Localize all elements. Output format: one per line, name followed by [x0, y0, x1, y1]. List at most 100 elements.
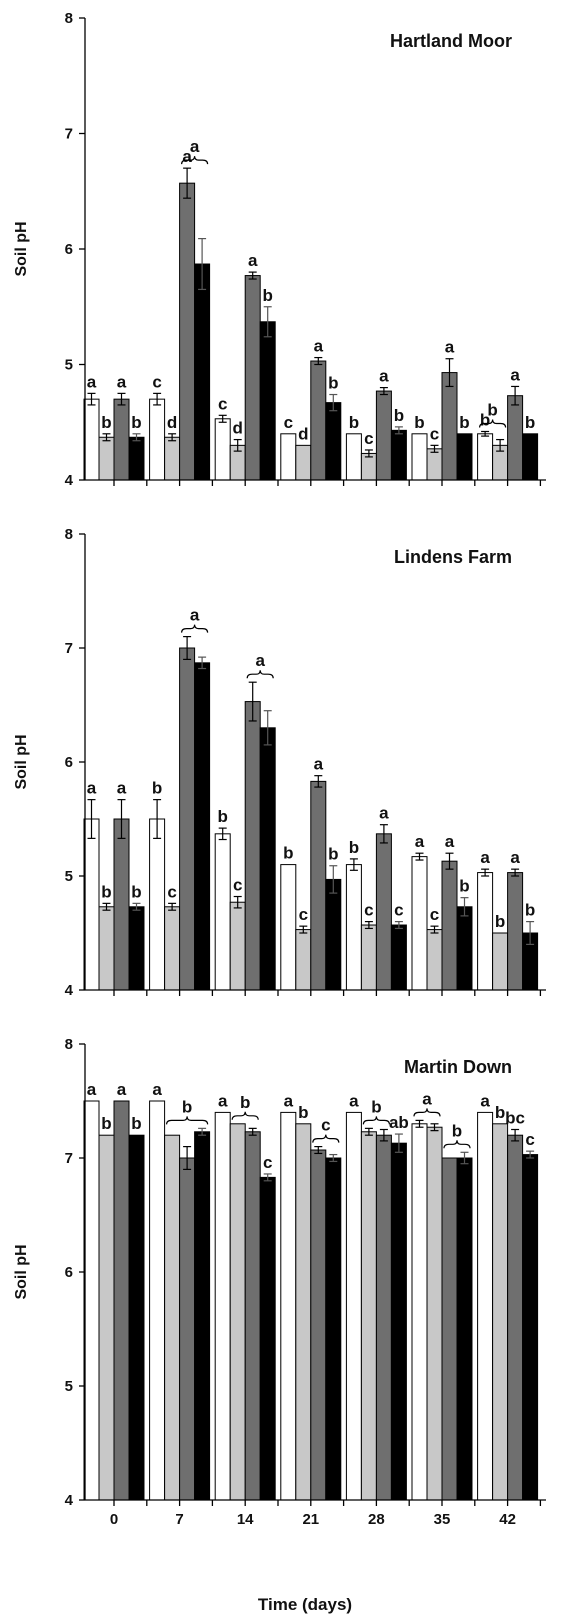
significance-label: a: [87, 1080, 97, 1099]
significance-bracket: [362, 1116, 390, 1125]
error-bar: [299, 925, 308, 934]
bar-series-1-day-42: [477, 433, 494, 481]
bar-series-4-day-7: [194, 662, 211, 991]
error-bar: [329, 865, 338, 894]
bar-series-1-day-42: [477, 1111, 494, 1501]
error-bar: [218, 827, 227, 841]
significance-label: b: [349, 413, 359, 432]
error-bar: [394, 1133, 403, 1153]
significance-label: a: [314, 337, 324, 356]
bar-series-2-day-7: [164, 436, 181, 481]
significance-bracket: [181, 624, 209, 633]
bar-series-2-day-0: [98, 436, 115, 481]
bar-series-4-day-7: [194, 263, 211, 481]
significance-label: c: [394, 901, 403, 920]
bar-series-3-day-0: [113, 818, 130, 991]
significance-label: b: [328, 845, 338, 864]
significance-label: b: [101, 1114, 111, 1133]
significance-label: b: [131, 413, 141, 432]
bar-series-4-day-42: [522, 1154, 539, 1501]
significance-label: a: [182, 147, 192, 166]
bar-series-3-day-21: [310, 360, 327, 481]
error-bar: [511, 385, 520, 406]
significance-label: c: [364, 901, 373, 920]
significance-label: c: [233, 876, 242, 895]
significance-label: a: [510, 365, 520, 384]
bar-series-2-day-35: [426, 929, 443, 991]
bar-series-3-day-35: [441, 1157, 458, 1501]
error-bar: [218, 414, 227, 423]
x-tick-label: 7: [175, 1511, 183, 1528]
bar-series-1-day-0: [83, 398, 100, 481]
bar-series-2-day-42: [492, 1123, 509, 1501]
significance-label: d: [298, 424, 308, 443]
y-tick-label: 7: [65, 640, 73, 657]
bar-series-3-day-21: [310, 1149, 327, 1501]
error-bar: [460, 1151, 469, 1165]
error-bar: [394, 920, 403, 930]
bar-series-4-day-28: [390, 924, 407, 991]
error-bar: [198, 1127, 207, 1136]
significance-label: a: [379, 804, 389, 823]
bar-series-2-day-35: [426, 1126, 443, 1501]
significance-label: a: [445, 338, 455, 357]
y-tick-label: 8: [65, 526, 73, 543]
error-bar: [132, 902, 141, 911]
bar-series-4-day-14: [259, 321, 276, 481]
significance-label: b: [525, 413, 535, 432]
error-bar: [183, 635, 192, 661]
significance-label: a: [248, 251, 258, 270]
error-bar: [379, 824, 388, 844]
significance-label: b: [240, 1093, 250, 1112]
significance-label: c: [364, 429, 373, 448]
error-bar: [117, 799, 126, 839]
significance-bracket: [443, 1140, 471, 1149]
error-bar: [511, 1128, 520, 1142]
significance-label: a: [480, 1091, 490, 1110]
significance-label: b: [414, 413, 424, 432]
error-bar: [263, 1173, 272, 1182]
bar-series-1-day-35: [411, 1123, 428, 1501]
bar-series-2-day-21: [295, 929, 312, 991]
significance-label: b: [131, 1114, 141, 1133]
error-bar: [263, 710, 272, 746]
error-bar: [379, 1128, 388, 1142]
x-tick-label: 21: [302, 1511, 319, 1528]
significance-bracket: [246, 670, 274, 679]
error-bar: [248, 1127, 257, 1136]
significance-label: c: [525, 1130, 534, 1149]
significance-label: b: [298, 1103, 308, 1122]
bar-series-4-day-21: [325, 878, 342, 991]
bar-series-1-day-0: [83, 1100, 100, 1501]
error-bar: [329, 1153, 338, 1163]
significance-label: c: [430, 905, 439, 924]
error-bar: [102, 902, 111, 911]
bar-series-1-day-21: [280, 864, 297, 991]
significance-label: a: [190, 137, 200, 156]
significance-bracket: [166, 1116, 209, 1125]
error-bar: [168, 433, 177, 442]
significance-label: b: [459, 877, 469, 896]
significance-label: b: [525, 901, 535, 920]
significance-label: b: [349, 838, 359, 857]
bar-series-4-day-0: [128, 1134, 145, 1501]
bar-series-1-day-42: [477, 872, 494, 991]
error-bar: [430, 1123, 439, 1132]
error-bar: [329, 393, 338, 412]
bar-series-2-day-7: [164, 1134, 181, 1501]
significance-label: b: [263, 286, 273, 305]
significance-label: a: [415, 832, 425, 851]
bar-series-4-day-42: [522, 433, 539, 481]
significance-label: b: [394, 406, 404, 425]
significance-label: c: [263, 1153, 272, 1172]
significance-label: a: [190, 606, 200, 625]
error-bar: [314, 1145, 323, 1155]
bar-series-3-day-35: [441, 860, 458, 991]
error-bar: [445, 852, 454, 870]
error-bar: [117, 392, 126, 406]
bar-series-1-day-0: [83, 818, 100, 991]
significance-label: a: [152, 1080, 162, 1099]
significance-label: c: [218, 394, 227, 413]
bar-series-3-day-0: [113, 1100, 130, 1501]
